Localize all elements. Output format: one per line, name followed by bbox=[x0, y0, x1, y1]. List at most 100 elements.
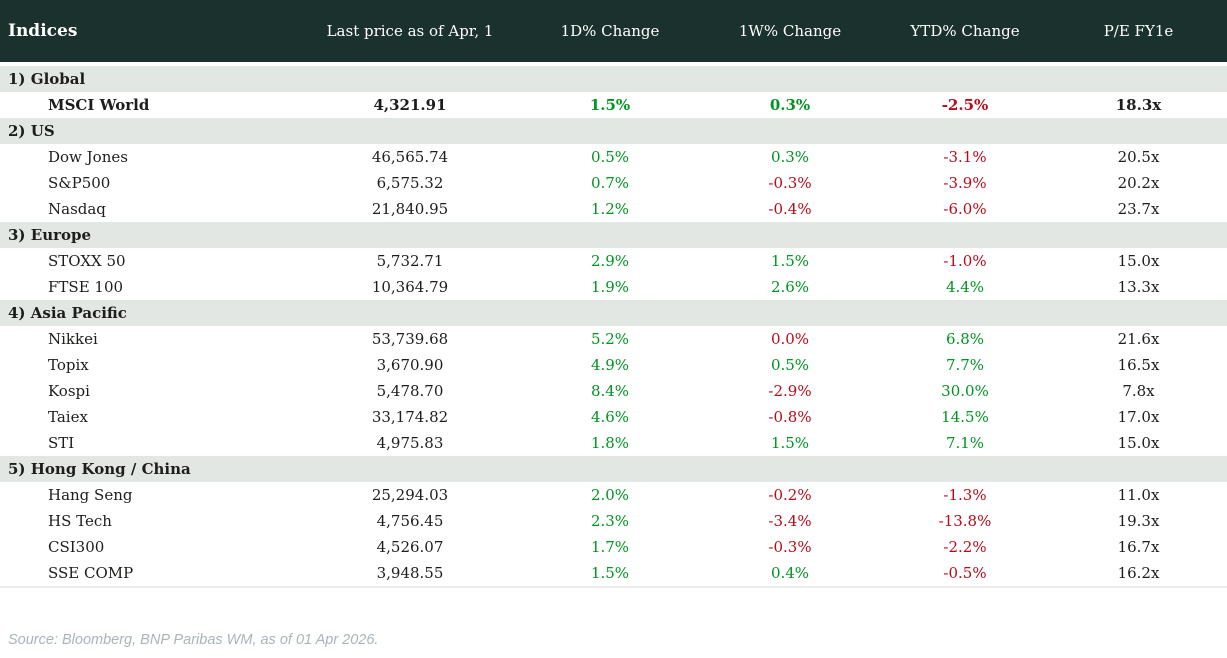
pe-value: 17.0x bbox=[1117, 408, 1160, 426]
index-name: SSE COMP bbox=[48, 564, 134, 582]
section-row: 2) US bbox=[0, 118, 1227, 144]
index-name: Taiex bbox=[48, 408, 88, 426]
change-1d-value: 1.5% bbox=[589, 96, 631, 114]
last-price-value: 4,975.83 bbox=[376, 434, 444, 452]
last-price-value: 4,526.07 bbox=[376, 538, 444, 556]
index-name: Topix bbox=[48, 356, 89, 374]
pe-value: 20.2x bbox=[1117, 174, 1160, 192]
section-row: 3) Europe bbox=[0, 222, 1227, 248]
last-price-value: 46,565.74 bbox=[371, 148, 449, 166]
column-header-1d-change: 1D% Change bbox=[560, 22, 660, 40]
change-ytd-value: -1.3% bbox=[943, 486, 987, 504]
last-price-value: 21,840.95 bbox=[371, 200, 449, 218]
pe-value: 21.6x bbox=[1117, 330, 1160, 348]
index-name: MSCI World bbox=[48, 96, 150, 114]
table-row: Taiex 33,174.82 4.6% -0.8% 14.5% 17.0x bbox=[0, 404, 1227, 430]
change-1w-value: 1.5% bbox=[770, 434, 810, 452]
table-row: HS Tech 4,756.45 2.3% -3.4% -13.8% 19.3x bbox=[0, 508, 1227, 534]
last-price-value: 5,478.70 bbox=[376, 382, 444, 400]
column-header-1w-change: 1W% Change bbox=[738, 22, 842, 40]
change-1d-value: 1.2% bbox=[590, 200, 630, 218]
change-1d-value: 1.7% bbox=[590, 538, 630, 556]
change-ytd-value: 7.7% bbox=[945, 356, 985, 374]
index-name: CSI300 bbox=[48, 538, 105, 556]
table-body: 1) Global MSCI World 4,321.91 1.5% 0.3% -2.5%… bbox=[0, 66, 1227, 586]
last-price-value: 4,321.91 bbox=[373, 96, 447, 114]
pe-value: 11.0x bbox=[1117, 486, 1160, 504]
index-name: STI bbox=[48, 434, 75, 452]
pe-value: 15.0x bbox=[1117, 252, 1160, 270]
table-row: Kospi 5,478.70 8.4% -2.9% 30.0% 7.8x bbox=[0, 378, 1227, 404]
change-ytd-value: -13.8% bbox=[938, 512, 992, 530]
table-row: CSI300 4,526.07 1.7% -0.3% -2.2% 16.7x bbox=[0, 534, 1227, 560]
index-name: S&P500 bbox=[48, 174, 111, 192]
section-row: 1) Global bbox=[0, 66, 1227, 92]
last-price-value: 3,948.55 bbox=[376, 564, 444, 582]
index-name: STOXX 50 bbox=[48, 252, 126, 270]
table-row: S&P500 6,575.32 0.7% -0.3% -3.9% 20.2x bbox=[0, 170, 1227, 196]
table-title: Indices bbox=[8, 21, 78, 41]
change-1d-value: 8.4% bbox=[590, 382, 630, 400]
index-name: FTSE 100 bbox=[48, 278, 124, 296]
table-row: Topix 3,670.90 4.9% 0.5% 7.7% 16.5x bbox=[0, 352, 1227, 378]
change-ytd-value: 30.0% bbox=[941, 382, 989, 400]
pe-value: 15.0x bbox=[1117, 434, 1160, 452]
pe-value: 16.2x bbox=[1117, 564, 1160, 582]
table-row: Nikkei 53,739.68 5.2% 0.0% 6.8% 21.6x bbox=[0, 326, 1227, 352]
change-1w-value: 1.5% bbox=[770, 252, 810, 270]
last-price-value: 6,575.32 bbox=[376, 174, 444, 192]
pe-value: 16.7x bbox=[1117, 538, 1160, 556]
change-ytd-value: -0.5% bbox=[943, 564, 987, 582]
change-1w-value: 0.3% bbox=[770, 148, 810, 166]
table-header: Indices Last price as of Apr, 1 1D% Chan… bbox=[0, 0, 1227, 62]
change-1w-value: -3.4% bbox=[768, 512, 812, 530]
section-label: 2) US bbox=[8, 122, 55, 140]
index-name: Hang Seng bbox=[48, 486, 133, 504]
last-price-value: 4,756.45 bbox=[376, 512, 444, 530]
table-bottom-rule bbox=[0, 586, 1227, 588]
change-1w-value: 2.6% bbox=[770, 278, 810, 296]
change-1w-value: -0.8% bbox=[768, 408, 812, 426]
change-ytd-value: -6.0% bbox=[943, 200, 987, 218]
last-price-value: 53,739.68 bbox=[371, 330, 449, 348]
change-1d-value: 2.0% bbox=[590, 486, 630, 504]
column-header-pe: P/E FY1e bbox=[1103, 22, 1174, 40]
change-1w-value: 0.0% bbox=[770, 330, 810, 348]
pe-value: 19.3x bbox=[1117, 512, 1160, 530]
table-row: FTSE 100 10,364.79 1.9% 2.6% 4.4% 13.3x bbox=[0, 274, 1227, 300]
change-1w-value: 0.3% bbox=[769, 96, 811, 114]
change-1w-value: 0.5% bbox=[770, 356, 810, 374]
index-name: Nasdaq bbox=[48, 200, 106, 218]
change-ytd-value: 6.8% bbox=[945, 330, 985, 348]
pe-value: 7.8x bbox=[1122, 382, 1155, 400]
change-1w-value: 0.4% bbox=[770, 564, 810, 582]
source-note: Source: Bloomberg, BNP Paribas WM, as of… bbox=[8, 632, 379, 648]
section-label: 4) Asia Pacific bbox=[8, 304, 127, 322]
change-1d-value: 5.2% bbox=[590, 330, 630, 348]
change-1w-value: -0.2% bbox=[768, 486, 812, 504]
column-header-ytd-change: YTD% Change bbox=[910, 22, 1020, 40]
column-header-last-price: Last price as of Apr, 1 bbox=[326, 22, 494, 40]
indices-table: Indices Last price as of Apr, 1 1D% Chan… bbox=[0, 0, 1227, 588]
change-1d-value: 4.6% bbox=[590, 408, 630, 426]
table-row: STI 4,975.83 1.8% 1.5% 7.1% 15.0x bbox=[0, 430, 1227, 456]
header-gap bbox=[0, 62, 1227, 66]
change-ytd-value: 7.1% bbox=[945, 434, 985, 452]
change-1w-value: -0.3% bbox=[768, 174, 812, 192]
last-price-value: 3,670.90 bbox=[376, 356, 444, 374]
change-ytd-value: -2.2% bbox=[943, 538, 987, 556]
last-price-value: 10,364.79 bbox=[371, 278, 449, 296]
pe-value: 18.3x bbox=[1115, 96, 1162, 114]
index-name: HS Tech bbox=[48, 512, 112, 530]
change-1d-value: 4.9% bbox=[590, 356, 630, 374]
change-1d-value: 1.5% bbox=[590, 564, 630, 582]
table-row: MSCI World 4,321.91 1.5% 0.3% -2.5% 18.3x bbox=[0, 92, 1227, 118]
change-1d-value: 0.7% bbox=[590, 174, 630, 192]
change-ytd-value: -3.1% bbox=[943, 148, 987, 166]
table-row: Dow Jones 46,565.74 0.5% 0.3% -3.1% 20.5x bbox=[0, 144, 1227, 170]
table-row: SSE COMP 3,948.55 1.5% 0.4% -0.5% 16.2x bbox=[0, 560, 1227, 586]
change-1w-value: -2.9% bbox=[768, 382, 812, 400]
change-ytd-value: -3.9% bbox=[943, 174, 987, 192]
change-1d-value: 2.3% bbox=[590, 512, 630, 530]
section-label: 5) Hong Kong / China bbox=[8, 460, 191, 478]
